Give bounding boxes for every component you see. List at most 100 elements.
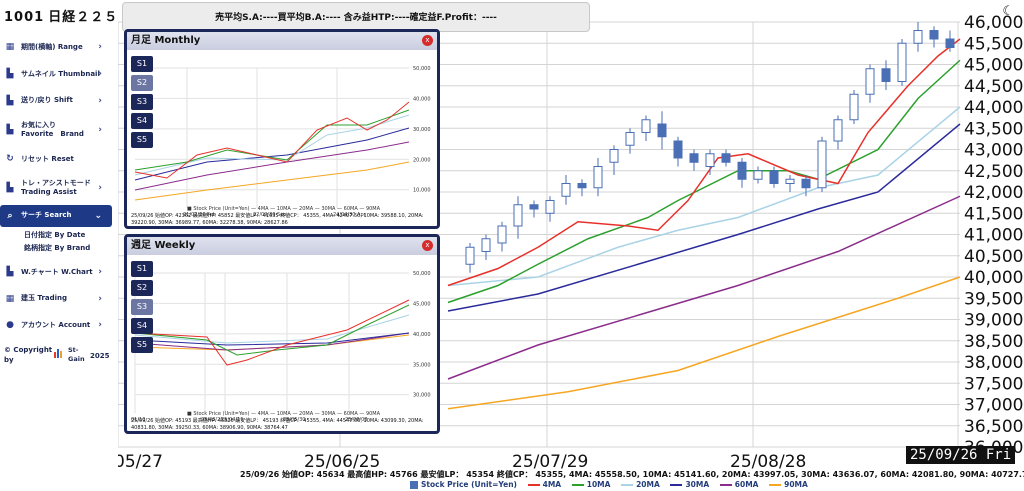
y-tick-label: 42,500 [964,162,1023,182]
ma30-line [134,332,410,346]
candle-body [529,204,539,210]
y-tick-label: 45,000 [964,56,1023,76]
weekly-info: 25/09/26 始値OP: 45193 最高値HP: 45826 最安値LP：… [131,418,424,431]
ma4-line [447,38,961,287]
sidebar-item-label: サーチ Search [21,211,72,220]
candle-body [753,170,763,180]
x-tick-label: 25/05/30 [283,417,305,423]
candle-body [593,166,603,189]
candle-body [721,153,731,163]
monthly-s4-button[interactable]: S4 [131,113,153,129]
y-tick-label: 39,500 [964,289,1023,309]
candle-body [625,132,635,146]
x-tick-label: 01/10 [131,417,145,423]
weekly-s5-button[interactable]: S5 [131,337,153,353]
monthly-panel[interactable]: 月足 Monthly x 50,000 40,000 30,000 20,000 10,… [124,29,440,229]
x-tick-label: 25/03/21 [201,417,223,423]
candle-body [497,225,507,244]
y-tick-label: 40,000 [413,96,431,102]
x-tick-label: 22/09/30 Sep [253,212,286,218]
sidebar-item-shift[interactable]: ▙ 送り/戻り Shift › [0,87,112,114]
copyright-year: 2025 [90,352,110,360]
monthly-s2-button[interactable]: S2 [131,75,153,91]
sidebar-item-account[interactable]: ● アカウント Account › [0,312,112,339]
legend-label: 4MA [542,480,562,489]
y-tick-label: 40,000 [413,332,431,338]
ma20-line [447,106,961,287]
monthly-chart-svg[interactable]: 50,000 40,000 30,000 20,000 10,000 21/02/26 F… [127,50,437,222]
y-tick-label: 44,000 [964,98,1023,118]
chevron-down-icon: ⌄ [94,210,102,221]
weekly-s4-button[interactable]: S4 [131,318,153,334]
y-tick-label: 35,000 [413,362,431,368]
ma10-line [134,109,410,171]
legend-30ma: 30MA [670,480,709,489]
sidebar: ▦ 期間(横軸) Range › ▙ サムネイル Thumbnail › ▙ 送り/戻り … [0,34,112,374]
sidebar-item-range[interactable]: ▦ 期間(横軸) Range › [0,34,112,61]
y-tick-label: 10,000 [413,188,431,194]
sidebar-item-label: サムネイル Thumbnail [21,69,100,78]
candle-body [881,68,891,82]
sidebar-item-label: お気に入り Favorite Brand [21,121,84,139]
monthly-s3-button[interactable]: S3 [131,94,153,110]
refresh-icon: ↻ [6,154,14,165]
chart-icon: ▙ [6,267,14,278]
sidebar-item-search[interactable]: ⌕ サーチ Search ⌄ [0,204,112,227]
legend-label: 10MA [586,480,611,489]
main-chart-svg[interactable]: 46,00045,50045,00044,50044,00043,50043,0… [114,0,1024,491]
ma90-line [447,276,961,410]
sidebar-item-label: W.チャート W.Chart [21,267,93,276]
ma60-line [134,141,410,191]
user-icon: ● [6,320,14,331]
sidebar-item-favorite[interactable]: ▙ お気に入り Favorite Brand › [0,114,112,146]
y-tick-label: 45,000 [413,301,431,307]
y-tick-label: 41,500 [964,204,1023,224]
legend-label: 10MA [276,411,291,417]
y-tick-label: 44,500 [964,77,1023,97]
x-tick-label: 05/27 [118,452,163,472]
legend-4ma: 4MA [527,480,562,489]
weekly-s3-button[interactable]: S3 [131,299,153,315]
sidebar-item-trading[interactable]: ▦ 建玉 Trading › [0,285,112,312]
monthly-s5-button[interactable]: S5 [131,132,153,148]
subitem-by-brand[interactable]: 銘柄指定 By Brand [24,243,91,252]
sidebar-item-wchart[interactable]: ▙ W.チャート W.Chart › [0,259,112,286]
x-tick-label: 25/04/11 [221,417,243,423]
grid-icon: ▦ [5,293,15,304]
weekly-chart-svg[interactable]: 50,000 45,000 40,000 35,000 30,000 01/10 25/03… [127,255,437,427]
moon-icon[interactable]: ☾ [1002,4,1014,19]
sidebar-item-trading-assist[interactable]: ▙ トレ・アシストモード Trading Assist › [0,173,112,203]
weekly-s2-button[interactable]: S2 [131,280,153,296]
y-tick-label: 37,500 [964,374,1023,394]
legend-label: Stock Price (Unit=Yen) [193,411,250,417]
ticker-name: 日経２２５ [48,10,119,25]
y-tick-label: 43,500 [964,119,1023,139]
y-tick-label: 39,000 [964,311,1023,331]
sidebar-item-reset[interactable]: ↻ リセット Reset [0,146,112,173]
candle-body [609,149,619,163]
sidebar-item-thumbnail[interactable]: ▙ サムネイル Thumbnail › [0,61,112,88]
main-chart[interactable]: 46,000 45,500 45,000 44,500 44,000 43,500 43,0… [114,0,1024,491]
candle-body [465,246,475,265]
ma20-line [134,114,410,176]
weekly-s1-button[interactable]: S1 [131,261,153,277]
candle-body [865,68,875,95]
candle-body [785,178,795,184]
subitem-by-date[interactable]: 日付指定 By Date [24,230,86,239]
x-tick-label: 21/02/26 Feb [183,212,216,218]
candle-body [673,140,683,159]
candle-body [897,42,907,82]
close-icon[interactable]: x [422,240,433,251]
legend-label: Stock Price (Unit=Yen) [421,480,517,489]
candle-body [561,183,571,197]
legend-price: Stock Price (Unit=Yen) [410,480,517,489]
y-tick-label: 41,000 [964,226,1023,246]
legend-label: 20MA [299,411,314,417]
weekly-panel[interactable]: 週足 Weekly x 50,000 45,000 40,000 35,000 30,0… [124,234,440,434]
ma10-line [134,304,410,356]
monthly-legend: ■ Stock Price (Unit=Yen) — 4MA — 10MA — … [187,206,381,212]
y-tick-label: 30,000 [413,393,431,399]
monthly-s1-button[interactable]: S1 [131,56,153,72]
close-icon[interactable]: x [422,35,433,46]
candle-body [801,178,811,189]
